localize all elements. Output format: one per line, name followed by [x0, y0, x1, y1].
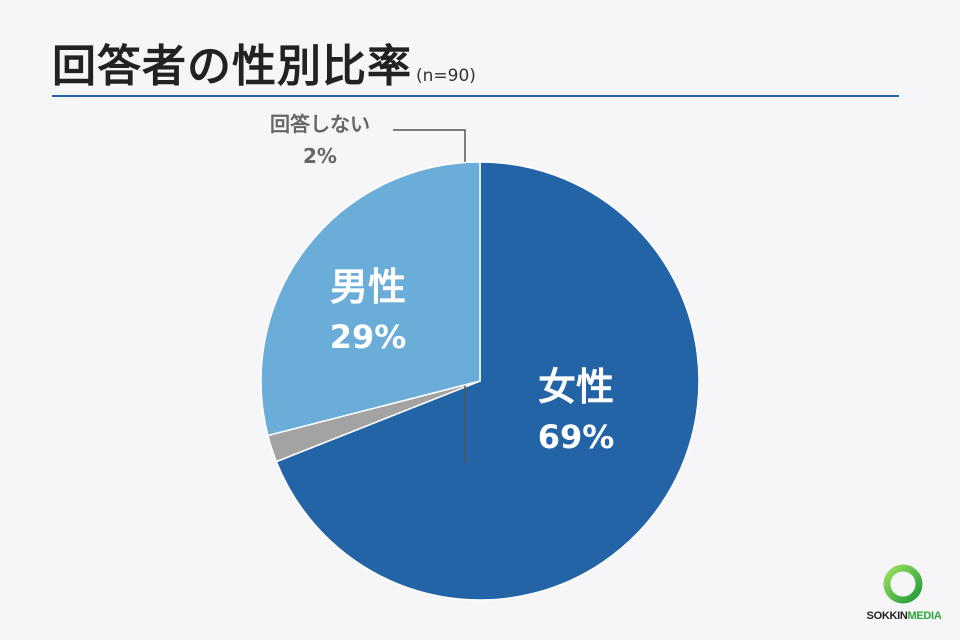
slice-value-2: 29%	[330, 318, 407, 356]
slice-label-2: 男性	[330, 265, 406, 309]
ring-logo-icon	[883, 564, 923, 604]
slice-value-0: 69%	[538, 418, 615, 456]
pie-slice-0	[275, 161, 700, 601]
slice-label-1: 回答しない	[270, 112, 370, 136]
logo-word-sokkin: SOKKIN	[866, 610, 908, 622]
slice-value-1: 2%	[303, 144, 337, 168]
sample-size-label: (n=90)	[416, 66, 476, 86]
slice-label-0: 女性	[538, 365, 614, 409]
title-divider	[52, 95, 899, 97]
logo-word-media: MEDIA	[907, 610, 942, 622]
pie-slice-2	[260, 161, 481, 437]
sokkin-media-logo: SOKKINMEDIA	[858, 562, 950, 628]
logo-wordmark: SOKKINMEDIA	[858, 610, 950, 622]
page-title: 回答者の性別比率	[52, 41, 412, 92]
title-block: 回答者の性別比率 (n=90)	[52, 30, 476, 94]
